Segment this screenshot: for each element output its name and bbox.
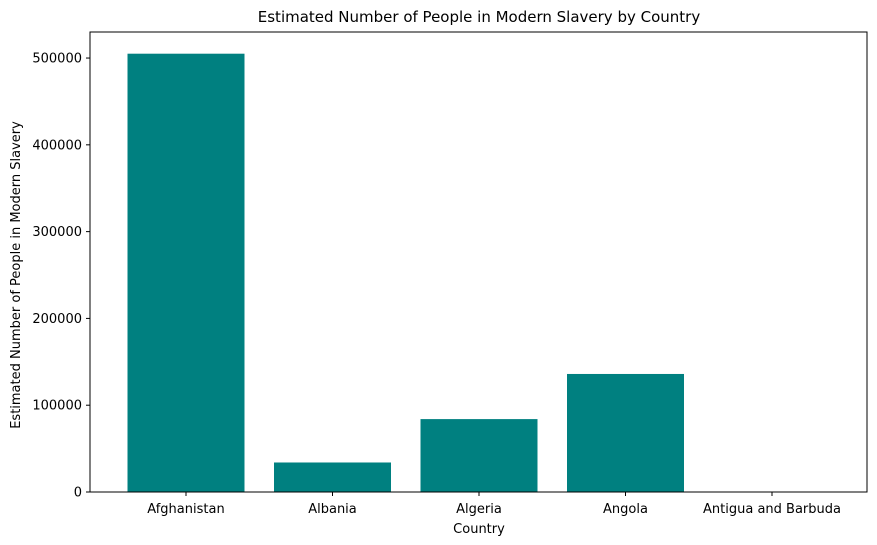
x-tick-label: Angola <box>603 502 648 517</box>
y-tick-label: 0 <box>74 486 82 501</box>
plot-frame <box>89 31 868 493</box>
bar-angola <box>567 373 684 492</box>
bar-afghanistan <box>127 53 245 492</box>
y-tick-label: 100000 <box>32 399 82 414</box>
chart-title: Estimated Number of People in Modern Sla… <box>258 8 701 26</box>
x-axis-ticks: Afghanistan Albania Algeria Angola Antigua a… <box>147 492 841 517</box>
y-tick-label: 300000 <box>32 225 82 240</box>
y-tick-label: 400000 <box>32 138 82 153</box>
y-axis-label: Estimated Number of People in Modern Sla… <box>9 121 24 429</box>
y-tick-label: 500000 <box>32 52 82 67</box>
bar-albania <box>274 462 391 492</box>
y-tick-label: 200000 <box>32 312 82 327</box>
x-axis-label: Country <box>453 522 505 537</box>
x-tick-label: Afghanistan <box>147 502 224 517</box>
x-tick-label: Algeria <box>456 502 502 517</box>
bar-algeria <box>420 419 538 492</box>
bars-group <box>127 53 684 492</box>
y-axis-ticks: 0 100000 200000 300000 400000 500000 <box>32 52 90 501</box>
x-tick-label: Albania <box>308 502 357 517</box>
x-tick-label: Antigua and Barbuda <box>703 502 841 517</box>
